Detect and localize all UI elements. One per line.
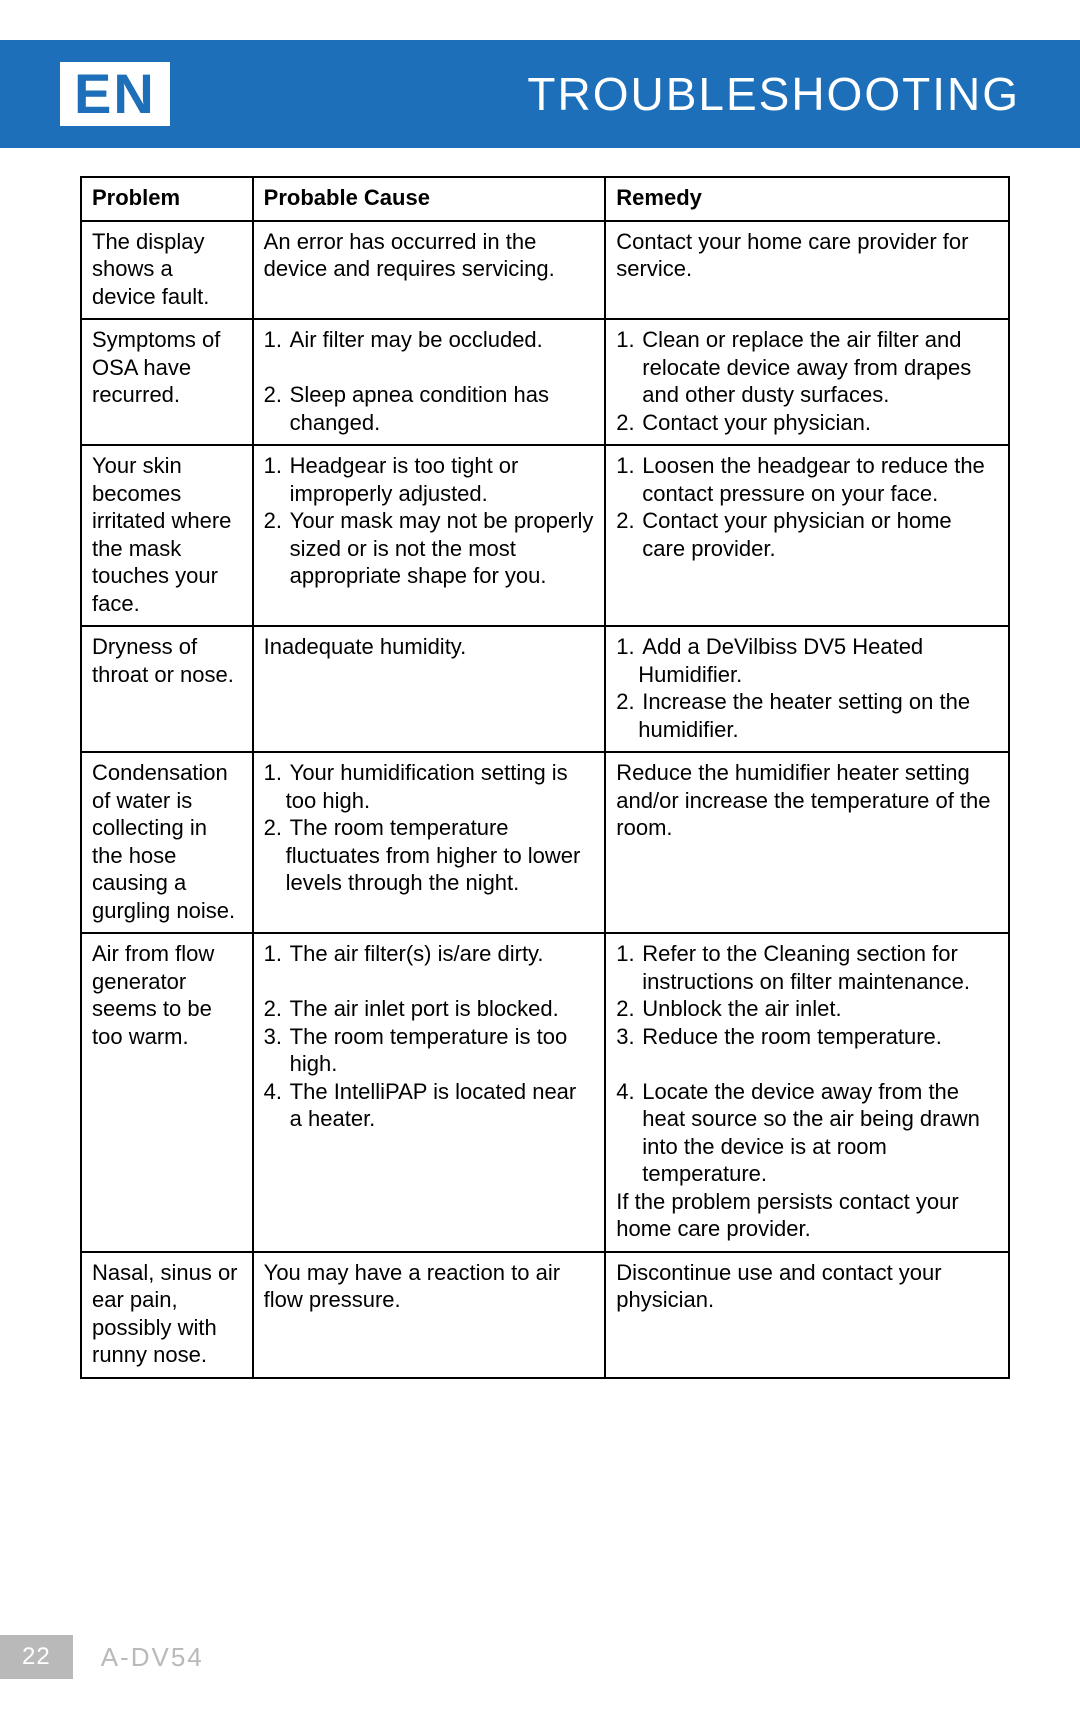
troubleshooting-table: Problem Probable Cause Remedy The displa…: [80, 176, 1010, 1379]
table-row: Dryness of throat or nose.Inadequate hum…: [81, 626, 1009, 752]
page-title: TROUBLESHOOTING: [527, 67, 1020, 121]
cell-cause: You may have a reaction to air flow pres…: [253, 1252, 606, 1378]
col-header-cause: Probable Cause: [253, 177, 606, 221]
header-band: EN TROUBLESHOOTING: [0, 40, 1080, 148]
cell-cause: Inadequate humidity.: [253, 626, 606, 752]
table-row: Your skin becomes irritated where the ma…: [81, 445, 1009, 626]
cell-cause: 1.Your humidification setting is too hig…: [253, 752, 606, 933]
page-footer: 22 A-DV54: [0, 1635, 204, 1679]
cell-problem: Symptoms of OSA have recurred.: [81, 319, 253, 445]
cell-problem: Dryness of throat or nose.: [81, 626, 253, 752]
table-row: Nasal, sinus or ear pain, possibly with …: [81, 1252, 1009, 1378]
cell-cause: 1. The air filter(s) is/are dirty. 2. Th…: [253, 933, 606, 1252]
cell-remedy: Discontinue use and contact your physici…: [605, 1252, 1009, 1378]
cell-problem: Your skin becomes irritated where the ma…: [81, 445, 253, 626]
table-row: Condensation of water is collecting in t…: [81, 752, 1009, 933]
cell-cause: 1. Headgear is too tight or improperly a…: [253, 445, 606, 626]
cell-remedy: Contact your home care provider for serv…: [605, 221, 1009, 320]
cell-problem: Nasal, sinus or ear pain, possibly with …: [81, 1252, 253, 1378]
table-row: The display shows a device fault.An erro…: [81, 221, 1009, 320]
page-number: 22: [0, 1635, 73, 1679]
cell-remedy: 1.Add a DeVilbiss DV5 Heated Humidifier.…: [605, 626, 1009, 752]
cell-remedy: Reduce the humidifier heater setting and…: [605, 752, 1009, 933]
cell-problem: Air from flow generator seems to be too …: [81, 933, 253, 1252]
cell-problem: Condensation of water is collecting in t…: [81, 752, 253, 933]
table-row: Symptoms of OSA have recurred.1. Air fil…: [81, 319, 1009, 445]
troubleshooting-table-wrap: Problem Probable Cause Remedy The displa…: [0, 148, 1080, 1379]
col-header-remedy: Remedy: [605, 177, 1009, 221]
table-row: Air from flow generator seems to be too …: [81, 933, 1009, 1252]
cell-remedy: 1. Loosen the headgear to reduce the con…: [605, 445, 1009, 626]
cell-cause: An error has occurred in the device and …: [253, 221, 606, 320]
document-code: A-DV54: [101, 1642, 204, 1673]
col-header-problem: Problem: [81, 177, 253, 221]
cell-remedy: 1. Clean or replace the air filter and r…: [605, 319, 1009, 445]
table-header-row: Problem Probable Cause Remedy: [81, 177, 1009, 221]
cell-cause: 1. Air filter may be occluded. 2. Sleep …: [253, 319, 606, 445]
language-badge: EN: [60, 62, 170, 126]
cell-remedy: 1. Refer to the Cleaning section for ins…: [605, 933, 1009, 1252]
cell-problem: The display shows a device fault.: [81, 221, 253, 320]
